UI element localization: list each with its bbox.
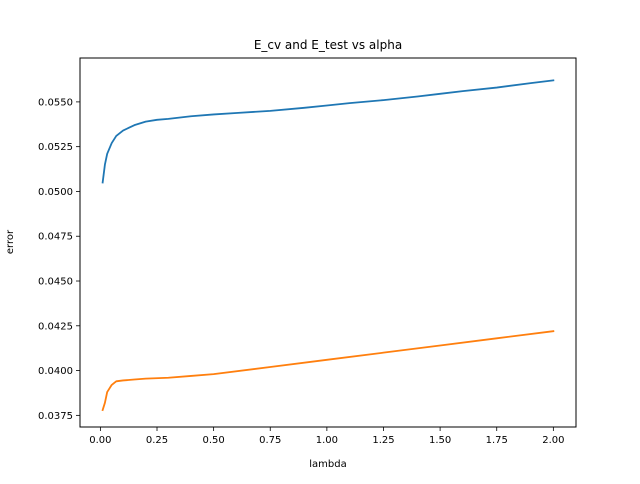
y-tick-label: 0.0425 [38,321,73,332]
x-tick-label: 2.00 [542,435,564,446]
x-tick-label: 0.75 [259,435,281,446]
x-tick-label: 1.00 [316,435,338,446]
x-tick-label: 0.00 [89,435,111,446]
y-axis-label: error [5,229,16,254]
x-tick-label: 1.25 [372,435,394,446]
y-tick-label: 0.0525 [38,142,73,153]
chart-title: E_cv and E_test vs alpha [254,38,402,52]
plot-frame [79,57,577,428]
y-tick-label: 0.0375 [38,411,73,422]
x-axis-label: lambda [309,459,346,470]
y-tick-label: 0.0400 [38,366,73,377]
y-tick-label: 0.0475 [38,232,73,243]
series-line-2 [101,330,555,412]
y-tick-label: 0.0550 [38,97,73,108]
x-tick-label: 1.50 [429,435,451,446]
x-tick-label: 0.25 [146,435,168,446]
x-tick-label: 0.50 [202,435,224,446]
y-tick-label: 0.0450 [38,277,73,288]
x-tick-label: 1.75 [486,435,508,446]
series-line-1 [101,79,555,184]
y-tick-label: 0.0500 [38,187,73,198]
